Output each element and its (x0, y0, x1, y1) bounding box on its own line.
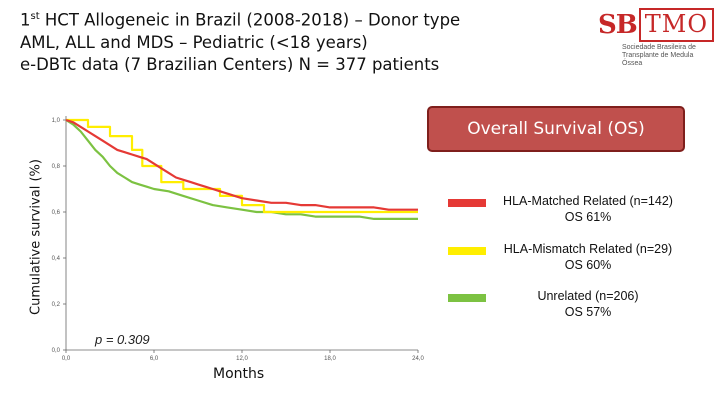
logo-sb: SB (598, 10, 638, 40)
y-axis-label: Cumulative survival (%) (28, 159, 44, 315)
title-ordinal-suffix: st (30, 11, 40, 22)
y-tick-label: 1,0 (52, 118, 61, 124)
legend-item-matched-related: HLA-Matched Related (n=142) OS 61% (448, 193, 708, 232)
title-line-3: e-DBTc data (7 Brazilian Centers) N = 37… (20, 54, 440, 74)
legend-os-value: OS 60% (564, 258, 612, 272)
logo-tmo: TMO (638, 8, 715, 42)
x-tick-label: 6,0 (150, 356, 159, 362)
survival-curve-series-1 (65, 118, 418, 211)
legend-text-matched-related: HLA-Matched Related (n=142) OS 61% (488, 193, 688, 225)
x-tick-label: 24,0 (412, 356, 424, 362)
title-line-1-post: HCT Allogeneic in Brazil (2008-2018) – D… (39, 10, 461, 30)
legend-swatch-mismatch-related (448, 247, 486, 255)
legend-os-value: OS 57% (564, 305, 612, 319)
y-tick-label: 0,4 (52, 256, 61, 262)
y-tick-label: 0,0 (52, 348, 61, 354)
y-tick-label: 0,6 (52, 210, 61, 216)
legend-label: Unrelated (n=206) (537, 289, 639, 303)
legend-os-value: OS 61% (564, 210, 612, 224)
legend-swatch-matched-related (448, 199, 486, 207)
title-line-1-pre: 1 (20, 10, 31, 30)
legend-text-mismatch-related: HLA-Mismatch Related (n=29) OS 60% (488, 241, 688, 273)
x-tick-label: 0,0 (62, 356, 71, 362)
title-line-1: 1st HCT Allogeneic in Brazil (2008-2018)… (20, 6, 460, 32)
legend-item-mismatch-related: HLA-Mismatch Related (n=29) OS 60% (448, 241, 708, 280)
title-line-2: AML, ALL and MDS – Pediatric (<18 years) (20, 32, 368, 52)
logo-subtitle: Sociedade Brasileira de Transplante de M… (622, 44, 712, 68)
survival-curve-series-2 (66, 118, 418, 214)
legend-swatch-unrelated (448, 294, 486, 302)
logo-wordmark: SB TMO (598, 8, 715, 42)
x-tick-label: 12,0 (236, 356, 248, 362)
logo-subtitle-line-1: Sociedade Brasileira de (622, 44, 696, 51)
legend-label: HLA-Mismatch Related (n=29) (503, 242, 673, 256)
x-axis-label: Months (213, 366, 265, 382)
overall-survival-banner: Overall Survival (OS) (427, 106, 685, 152)
p-value-annotation: p = 0.309 (95, 332, 150, 347)
legend-label: HLA-Matched Related (n=142) (503, 194, 673, 208)
y-tick-label: 0,8 (52, 164, 61, 170)
logo-subtitle-line-2: Transplante de Medula Óssea (622, 52, 694, 67)
survival-curve-series-3 (65, 119, 418, 220)
y-tick-label: 0,2 (52, 302, 61, 308)
legend-item-unrelated: Unrelated (n=206) OS 57% (448, 288, 708, 327)
legend-text-unrelated: Unrelated (n=206) OS 57% (488, 288, 688, 320)
x-tick-label: 18,0 (324, 356, 336, 362)
sbtmo-logo: SB TMO Sociedade Brasileira de Transplan… (580, 6, 715, 67)
slide-title: 1st HCT Allogeneic in Brazil (2008-2018)… (20, 6, 460, 76)
